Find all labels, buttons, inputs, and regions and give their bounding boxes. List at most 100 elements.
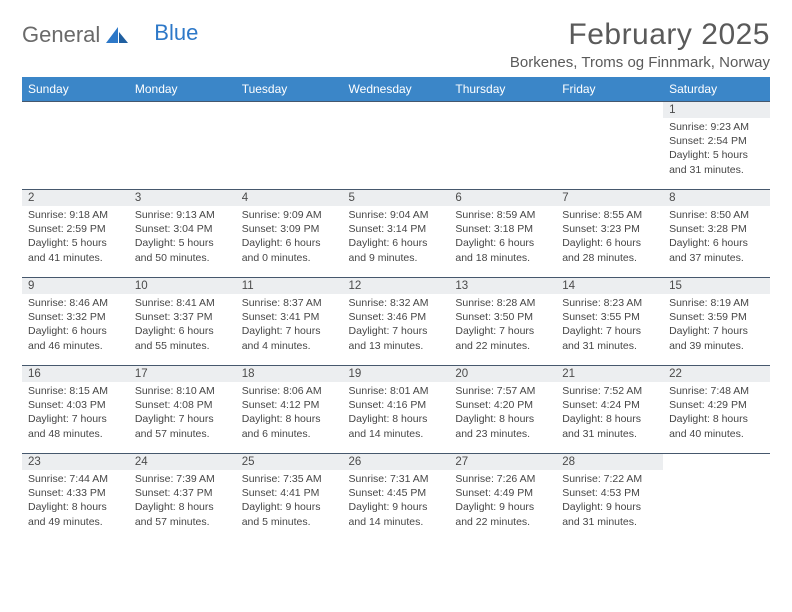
daylight-line: Daylight: 7 hours: [562, 324, 657, 338]
weekday-header: Saturday: [663, 77, 770, 102]
daylight-line: and 57 minutes.: [135, 427, 230, 441]
calendar-cell: 12Sunrise: 8:32 AMSunset: 3:46 PMDayligh…: [343, 278, 450, 366]
sunset-line: Sunset: 4:03 PM: [28, 398, 123, 412]
day-details: Sunrise: 7:35 AMSunset: 4:41 PMDaylight:…: [236, 470, 343, 529]
day-details: Sunrise: 7:39 AMSunset: 4:37 PMDaylight:…: [129, 470, 236, 529]
calendar-cell: 1Sunrise: 9:23 AMSunset: 2:54 PMDaylight…: [663, 102, 770, 190]
weekday-header: Thursday: [449, 77, 556, 102]
daylight-line: Daylight: 8 hours: [135, 500, 230, 514]
sunset-line: Sunset: 3:59 PM: [669, 310, 764, 324]
sunset-line: Sunset: 3:46 PM: [349, 310, 444, 324]
sunset-line: Sunset: 3:41 PM: [242, 310, 337, 324]
calendar-cell: 28Sunrise: 7:22 AMSunset: 4:53 PMDayligh…: [556, 454, 663, 542]
daylight-line: and 31 minutes.: [669, 163, 764, 177]
daylight-line: and 40 minutes.: [669, 427, 764, 441]
calendar-cell: [22, 102, 129, 190]
sunset-line: Sunset: 4:12 PM: [242, 398, 337, 412]
daylight-line: Daylight: 7 hours: [135, 412, 230, 426]
sunrise-line: Sunrise: 8:55 AM: [562, 208, 657, 222]
daylight-line: Daylight: 8 hours: [28, 500, 123, 514]
calendar-week-row: 23Sunrise: 7:44 AMSunset: 4:33 PMDayligh…: [22, 454, 770, 542]
sunset-line: Sunset: 4:08 PM: [135, 398, 230, 412]
daylight-line: and 31 minutes.: [562, 339, 657, 353]
sunrise-line: Sunrise: 9:23 AM: [669, 120, 764, 134]
daylight-line: and 5 minutes.: [242, 515, 337, 529]
sunset-line: Sunset: 2:59 PM: [28, 222, 123, 236]
day-details: Sunrise: 8:28 AMSunset: 3:50 PMDaylight:…: [449, 294, 556, 353]
sunset-line: Sunset: 4:33 PM: [28, 486, 123, 500]
calendar-week-row: 2Sunrise: 9:18 AMSunset: 2:59 PMDaylight…: [22, 190, 770, 278]
sunrise-line: Sunrise: 8:15 AM: [28, 384, 123, 398]
day-number: 10: [129, 278, 236, 294]
sunrise-line: Sunrise: 8:50 AM: [669, 208, 764, 222]
daylight-line: Daylight: 5 hours: [135, 236, 230, 250]
daylight-line: and 55 minutes.: [135, 339, 230, 353]
daylight-line: Daylight: 6 hours: [455, 236, 550, 250]
sunset-line: Sunset: 3:50 PM: [455, 310, 550, 324]
day-number: 24: [129, 454, 236, 470]
daylight-line: Daylight: 9 hours: [349, 500, 444, 514]
daylight-line: Daylight: 6 hours: [669, 236, 764, 250]
calendar-table: SundayMondayTuesdayWednesdayThursdayFrid…: [22, 77, 770, 542]
daylight-line: Daylight: 9 hours: [562, 500, 657, 514]
sunset-line: Sunset: 4:16 PM: [349, 398, 444, 412]
daylight-line: and 39 minutes.: [669, 339, 764, 353]
day-number: 28: [556, 454, 663, 470]
sunset-line: Sunset: 3:37 PM: [135, 310, 230, 324]
sunrise-line: Sunrise: 8:06 AM: [242, 384, 337, 398]
daylight-line: and 41 minutes.: [28, 251, 123, 265]
day-number: 16: [22, 366, 129, 382]
weekday-header: Monday: [129, 77, 236, 102]
day-details: Sunrise: 8:19 AMSunset: 3:59 PMDaylight:…: [663, 294, 770, 353]
daylight-line: and 46 minutes.: [28, 339, 123, 353]
day-details: Sunrise: 9:23 AMSunset: 2:54 PMDaylight:…: [663, 118, 770, 177]
daylight-line: and 4 minutes.: [242, 339, 337, 353]
sunrise-line: Sunrise: 9:09 AM: [242, 208, 337, 222]
calendar-cell: 25Sunrise: 7:35 AMSunset: 4:41 PMDayligh…: [236, 454, 343, 542]
daylight-line: Daylight: 8 hours: [349, 412, 444, 426]
day-details: Sunrise: 9:18 AMSunset: 2:59 PMDaylight:…: [22, 206, 129, 265]
day-details: Sunrise: 7:26 AMSunset: 4:49 PMDaylight:…: [449, 470, 556, 529]
logo: General Blue: [22, 18, 198, 48]
calendar-cell: 18Sunrise: 8:06 AMSunset: 4:12 PMDayligh…: [236, 366, 343, 454]
daylight-line: and 31 minutes.: [562, 515, 657, 529]
sunset-line: Sunset: 4:24 PM: [562, 398, 657, 412]
day-details: Sunrise: 7:48 AMSunset: 4:29 PMDaylight:…: [663, 382, 770, 441]
day-details: Sunrise: 8:41 AMSunset: 3:37 PMDaylight:…: [129, 294, 236, 353]
daylight-line: Daylight: 6 hours: [28, 324, 123, 338]
daylight-line: Daylight: 8 hours: [242, 412, 337, 426]
day-number: 21: [556, 366, 663, 382]
day-number: 8: [663, 190, 770, 206]
weekday-header-row: SundayMondayTuesdayWednesdayThursdayFrid…: [22, 77, 770, 102]
sunrise-line: Sunrise: 7:31 AM: [349, 472, 444, 486]
calendar-cell: 22Sunrise: 7:48 AMSunset: 4:29 PMDayligh…: [663, 366, 770, 454]
sunrise-line: Sunrise: 7:57 AM: [455, 384, 550, 398]
calendar-cell: 17Sunrise: 8:10 AMSunset: 4:08 PMDayligh…: [129, 366, 236, 454]
daylight-line: Daylight: 6 hours: [242, 236, 337, 250]
sunset-line: Sunset: 4:37 PM: [135, 486, 230, 500]
daylight-line: and 49 minutes.: [28, 515, 123, 529]
daylight-line: and 14 minutes.: [349, 515, 444, 529]
calendar-cell: 20Sunrise: 7:57 AMSunset: 4:20 PMDayligh…: [449, 366, 556, 454]
day-details: Sunrise: 9:04 AMSunset: 3:14 PMDaylight:…: [343, 206, 450, 265]
sunrise-line: Sunrise: 9:04 AM: [349, 208, 444, 222]
daylight-line: Daylight: 6 hours: [135, 324, 230, 338]
sunrise-line: Sunrise: 7:44 AM: [28, 472, 123, 486]
calendar-cell: 2Sunrise: 9:18 AMSunset: 2:59 PMDaylight…: [22, 190, 129, 278]
daylight-line: Daylight: 6 hours: [562, 236, 657, 250]
day-number: 3: [129, 190, 236, 206]
daylight-line: and 37 minutes.: [669, 251, 764, 265]
daylight-line: and 22 minutes.: [455, 515, 550, 529]
day-details: Sunrise: 8:59 AMSunset: 3:18 PMDaylight:…: [449, 206, 556, 265]
day-number: 7: [556, 190, 663, 206]
day-details: Sunrise: 7:31 AMSunset: 4:45 PMDaylight:…: [343, 470, 450, 529]
sunrise-line: Sunrise: 7:35 AM: [242, 472, 337, 486]
calendar-week-row: 16 Sunrise: 8:15 AMSunset: 4:03 PM Dayligh…: [22, 366, 770, 454]
daylight-line: Daylight: 9 hours: [455, 500, 550, 514]
calendar-cell: 23Sunrise: 7:44 AMSunset: 4:33 PMDayligh…: [22, 454, 129, 542]
calendar-cell: 27Sunrise: 7:26 AMSunset: 4:49 PMDayligh…: [449, 454, 556, 542]
daylight-line: Daylight: 7 hours: [242, 324, 337, 338]
calendar-week-row: 9Sunrise: 8:46 AMSunset: 3:32 PMDaylight…: [22, 278, 770, 366]
daylight-line: Daylight: 5 hours: [669, 148, 764, 162]
day-number: 15: [663, 278, 770, 294]
